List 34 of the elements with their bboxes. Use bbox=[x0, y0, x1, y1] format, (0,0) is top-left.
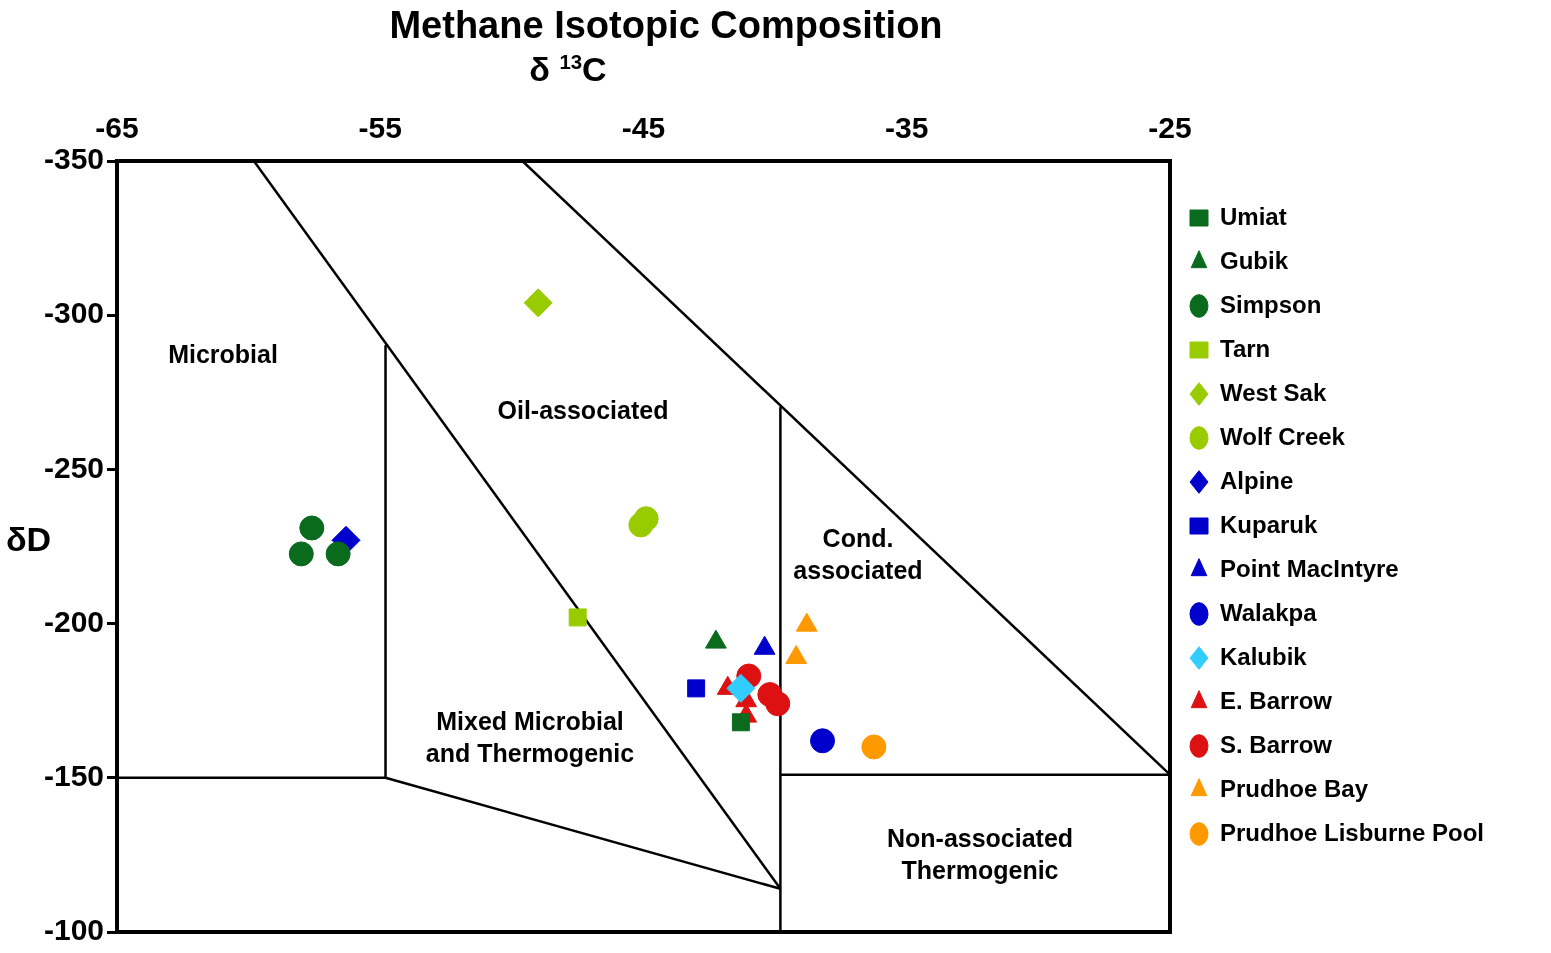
x-tick-label: -45 bbox=[621, 111, 666, 145]
legend-label: Tarn bbox=[1220, 334, 1271, 362]
annotation: Microbial bbox=[168, 339, 278, 368]
y-tick-label: -200 bbox=[43, 604, 104, 638]
annotation: Cond. associated bbox=[793, 523, 923, 584]
x-tick-label: -35 bbox=[885, 111, 929, 145]
x-tick-label: -65 bbox=[95, 111, 139, 145]
legend-label: Prudhoe Bay bbox=[1220, 774, 1369, 802]
y-tick-label: -300 bbox=[43, 296, 104, 330]
legend-label: Point MacIntyre bbox=[1220, 554, 1399, 582]
chart-title: Methane Isotopic Composition bbox=[388, 4, 944, 47]
y-tick-label: -100 bbox=[43, 913, 104, 947]
y-tick-label: -150 bbox=[43, 759, 104, 793]
annotation: Non-associated Thermogenic bbox=[886, 823, 1074, 884]
legend-label: Umiat bbox=[1220, 202, 1287, 230]
legend-label: Kuparuk bbox=[1220, 510, 1318, 538]
legend-label: E. Barrow bbox=[1220, 686, 1333, 714]
x-axis-title: δ $^{13}$C bbox=[528, 50, 608, 89]
y-tick-label: -350 bbox=[43, 142, 104, 176]
x-tick-label: -25 bbox=[1148, 111, 1192, 145]
legend-label: Gubik bbox=[1220, 246, 1289, 274]
annotation: Mixed Microbial and Thermogenic bbox=[425, 706, 635, 767]
legend-label: Simpson bbox=[1220, 290, 1322, 318]
x-tick-label: -55 bbox=[358, 111, 402, 145]
y-tick-label: -250 bbox=[43, 450, 104, 484]
legend-label: Alpine bbox=[1220, 466, 1294, 494]
annotation: Oil-associated bbox=[497, 395, 669, 424]
legend-label: Prudhoe Lisburne Pool bbox=[1220, 818, 1485, 846]
legend-label: West Sak bbox=[1220, 378, 1327, 406]
legend-label: Kalubik bbox=[1220, 642, 1308, 670]
legend-label: Wolf Creek bbox=[1220, 422, 1346, 450]
legend-label: S. Barrow bbox=[1220, 730, 1333, 758]
y-axis-title: δD bbox=[6, 520, 52, 559]
legend-label: Walakpa bbox=[1220, 598, 1318, 626]
